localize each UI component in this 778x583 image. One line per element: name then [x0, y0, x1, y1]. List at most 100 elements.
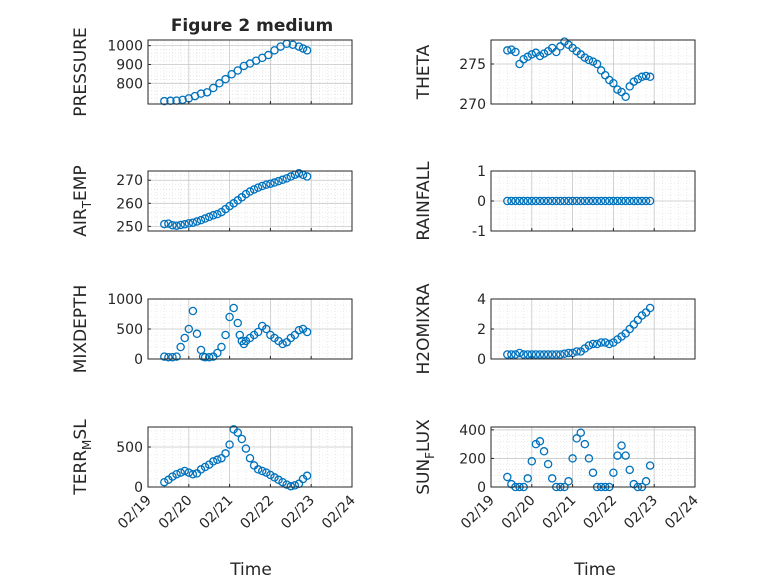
data-point — [204, 212, 214, 222]
data-point — [588, 57, 598, 66]
data-point — [539, 49, 549, 58]
data-point — [253, 465, 263, 474]
data-point — [609, 78, 618, 88]
data-point — [564, 348, 573, 358]
data-point — [213, 455, 222, 465]
data-point — [609, 468, 618, 477]
data-point — [270, 178, 279, 187]
data-point — [621, 451, 630, 460]
data-point — [180, 333, 189, 343]
y-tick-label: 800 — [116, 76, 143, 92]
data-point — [596, 66, 606, 75]
data-point — [202, 88, 212, 97]
data-point — [641, 196, 651, 206]
data-point — [596, 338, 606, 347]
data-point — [584, 341, 594, 350]
y-tick-label: 900 — [116, 57, 143, 73]
data-point — [282, 174, 291, 183]
data-point — [645, 196, 655, 206]
data-point — [547, 474, 557, 483]
data-point — [576, 428, 586, 437]
y-tick-label: 2 — [477, 322, 486, 338]
y-tick-label: 250 — [116, 219, 143, 235]
data-point — [302, 172, 312, 181]
subplot-terr_msl: 0 500 02/19 02/20 02/21 02/22 02/23 02/24 TERRMS… — [71, 419, 359, 533]
data-point — [290, 330, 300, 340]
data-point — [164, 352, 173, 362]
y-tick-label: 1000 — [107, 292, 143, 308]
data-point — [617, 196, 626, 206]
data-point — [188, 469, 198, 479]
data-point — [278, 175, 287, 185]
data-point — [543, 196, 553, 206]
data-point — [592, 59, 602, 69]
y-axis-label: AIRTEMP — [71, 165, 94, 236]
data-point — [160, 219, 169, 229]
data-point — [298, 44, 308, 53]
data-point — [507, 196, 516, 206]
data-point — [278, 477, 287, 487]
data-point — [535, 437, 545, 446]
data-point — [547, 350, 557, 359]
data-point — [196, 89, 206, 98]
x-axis-label-left: Time — [229, 560, 272, 580]
data-point — [539, 350, 549, 359]
data-point — [613, 85, 622, 94]
data-point — [523, 350, 532, 359]
data-point — [200, 352, 210, 362]
data-point — [543, 459, 553, 469]
data-point — [225, 312, 234, 322]
data-point — [621, 196, 630, 206]
data-point — [176, 468, 185, 477]
data-point — [294, 325, 304, 335]
data-point — [168, 352, 177, 362]
data-point — [286, 481, 296, 491]
data-point — [637, 196, 647, 206]
data-point — [552, 47, 561, 57]
data-point — [180, 220, 189, 229]
data-point — [527, 196, 537, 206]
data-point — [262, 468, 271, 477]
data-point — [568, 454, 577, 463]
y-tick-label: 270 — [459, 97, 486, 113]
data-point — [209, 83, 218, 93]
x-tick-label: 02/24 — [662, 492, 702, 532]
data-point — [302, 46, 312, 55]
data-point — [625, 196, 634, 206]
data-point — [217, 342, 226, 352]
data-point — [225, 440, 234, 449]
data-point — [560, 349, 569, 358]
data-point — [286, 172, 296, 181]
x-tick-label: 02/23 — [621, 493, 661, 533]
data-point — [160, 352, 169, 361]
data-point — [584, 454, 594, 463]
data-point — [584, 55, 594, 65]
data-point — [596, 196, 606, 206]
data-point — [552, 196, 561, 206]
x-tick-label: 02/24 — [319, 492, 359, 532]
x-tick-label: 02/23 — [278, 493, 318, 533]
data-point — [515, 196, 524, 206]
data-point — [523, 474, 532, 483]
data-point — [600, 338, 610, 347]
data-point — [564, 196, 573, 206]
data-point — [580, 53, 590, 62]
data-point — [511, 47, 520, 57]
data-point — [266, 470, 275, 480]
data-point — [213, 209, 222, 219]
y-tick-label: 0 — [477, 194, 486, 210]
data-point — [629, 77, 639, 86]
y-tick-label: 275 — [459, 57, 486, 73]
plot-area — [491, 427, 695, 487]
data-point — [164, 219, 173, 228]
data-point — [621, 92, 630, 102]
data-point — [221, 74, 230, 84]
data-point — [531, 196, 541, 206]
data-point — [302, 327, 312, 337]
data-point — [519, 54, 528, 64]
data-point — [184, 468, 194, 477]
axes-box — [147, 39, 353, 105]
data-point — [245, 453, 255, 463]
data-point — [180, 466, 189, 476]
